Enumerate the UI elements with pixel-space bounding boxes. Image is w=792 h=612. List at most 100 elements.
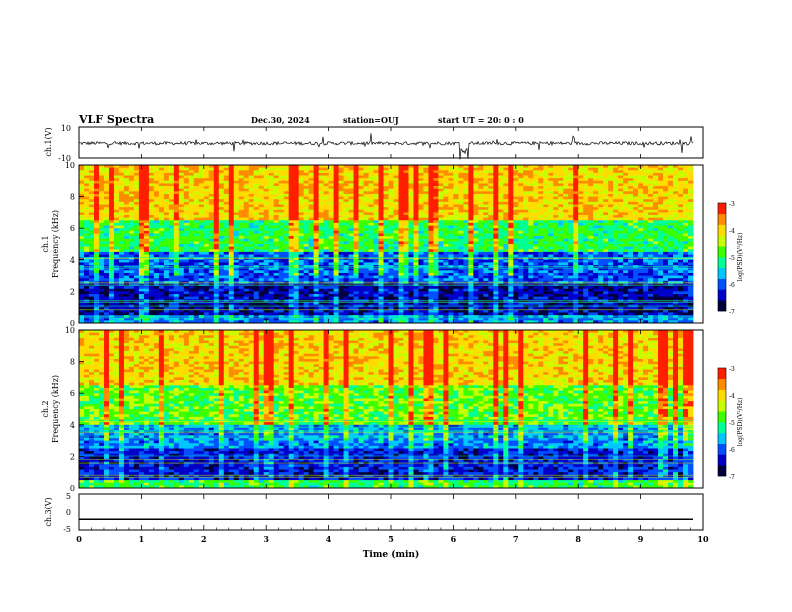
spectrogram-cell [233, 180, 240, 184]
spectrogram-cell [653, 267, 659, 271]
spectrogram-cell [318, 241, 324, 245]
spectrogram-cell [328, 165, 334, 169]
spectrogram-cell [288, 191, 295, 195]
spectrogram-cell [208, 241, 215, 245]
spectrogram-cell [103, 165, 110, 169]
spectrogram-cell [443, 228, 449, 232]
spectrogram-cell [588, 167, 594, 171]
spectrogram-cell [383, 254, 389, 258]
spectrogram-cell [383, 225, 389, 229]
spectrogram-cell [463, 167, 469, 171]
spectrogram-cell [178, 267, 185, 271]
spectrogram-cell [688, 191, 694, 195]
spectrogram-cell [233, 215, 240, 219]
spectrogram-cell [438, 180, 444, 184]
spectrogram-cell [158, 167, 165, 171]
spectrogram-cell [98, 259, 105, 263]
spectrogram-cell [503, 212, 509, 216]
spectrogram-cell [368, 246, 374, 250]
spectrogram-cell [513, 228, 519, 232]
spectrogram-cell [428, 238, 434, 242]
spectrogram-cell [163, 199, 170, 203]
spectrogram-cell [573, 238, 579, 242]
spectrogram-cell [143, 228, 150, 232]
spectrogram-cell [618, 230, 624, 234]
spectrogram-cell [423, 217, 429, 221]
spectrogram-cell [528, 212, 534, 216]
spectrogram-cell [253, 188, 260, 192]
spectrogram-cell [423, 267, 429, 271]
spectrogram-cell [228, 230, 235, 234]
spectrogram-cell [163, 191, 170, 195]
spectrogram-cell [253, 246, 260, 250]
spectrogram-cell [528, 262, 534, 266]
spectrogram-cell [293, 259, 300, 263]
spectrogram-cell [473, 241, 479, 245]
spectrogram-cell [318, 172, 324, 176]
spectrogram-cell [248, 196, 255, 200]
spectrogram-cell [433, 267, 439, 271]
spectrogram-cell [368, 165, 374, 169]
spectrogram-cell [413, 188, 419, 192]
spectrogram-cell [433, 230, 439, 234]
spectrogram-cell [83, 270, 90, 274]
spectrogram-cell [623, 180, 629, 184]
spectrogram-cell [378, 170, 384, 174]
spectrogram-cell [503, 262, 509, 266]
spectrogram-cell [173, 244, 180, 248]
spectrogram-cell [168, 167, 175, 171]
spectrogram-cell [218, 207, 225, 211]
spectrogram-cell [343, 259, 349, 263]
spectrogram-cell [79, 175, 85, 179]
spectrogram-cell [123, 238, 130, 242]
spectrogram-cell [268, 175, 275, 179]
spectrogram-cell [418, 167, 424, 171]
spectrogram-cell [438, 207, 444, 211]
spectrogram-cell [168, 165, 175, 169]
spectrogram-cell [563, 220, 569, 224]
spectrogram-cell [203, 270, 210, 274]
spectrogram-cell [153, 188, 160, 192]
spectrogram-cell [238, 270, 245, 274]
spectrogram-cell [528, 225, 534, 229]
spectrogram-cell [488, 225, 494, 229]
spectrogram-cell [213, 175, 220, 179]
spectrogram-cell [193, 246, 200, 250]
spectrogram-cell [533, 165, 539, 169]
spectrogram-cell [293, 236, 300, 240]
spectrogram-cell [628, 196, 634, 200]
spectrogram-cell [428, 225, 434, 229]
spectrogram-cell [683, 241, 689, 245]
spectrogram-cell [568, 238, 574, 242]
spectrogram-cell [258, 170, 265, 174]
spectrogram-cell [473, 201, 479, 205]
spectrogram-cell [453, 183, 459, 187]
spectrogram-cell [588, 215, 594, 219]
spectrogram-cell [98, 175, 105, 179]
spectrogram-cell [413, 212, 419, 216]
spectrogram-cell [298, 217, 305, 221]
spectrogram-cell [588, 233, 594, 237]
spectrogram-cell [678, 209, 684, 213]
spectrogram-cell [553, 241, 559, 245]
spectrogram-cell [583, 178, 589, 182]
spectrogram-cell [153, 230, 160, 234]
spectrogram-cell [283, 191, 290, 195]
spectrogram-cell [478, 220, 484, 224]
spectrogram-cell [253, 225, 260, 229]
spectrogram-cell [363, 233, 369, 237]
spectrogram-cell [213, 165, 220, 169]
spectrogram-cell [79, 183, 85, 187]
spectrogram-cell [138, 249, 145, 253]
spectrogram-cell [578, 167, 584, 171]
spectrogram-cell [473, 212, 479, 216]
spectrogram-cell [218, 254, 225, 258]
spectrogram-cell [553, 196, 559, 200]
spectrogram-cell [643, 201, 649, 205]
spectrogram-cell [633, 209, 639, 213]
spectrogram-cell [168, 225, 175, 229]
spectrogram-cell [488, 215, 494, 219]
spectrogram-cell [183, 259, 190, 263]
spectrogram-cell [388, 241, 394, 245]
spectrogram-cell [558, 165, 564, 169]
